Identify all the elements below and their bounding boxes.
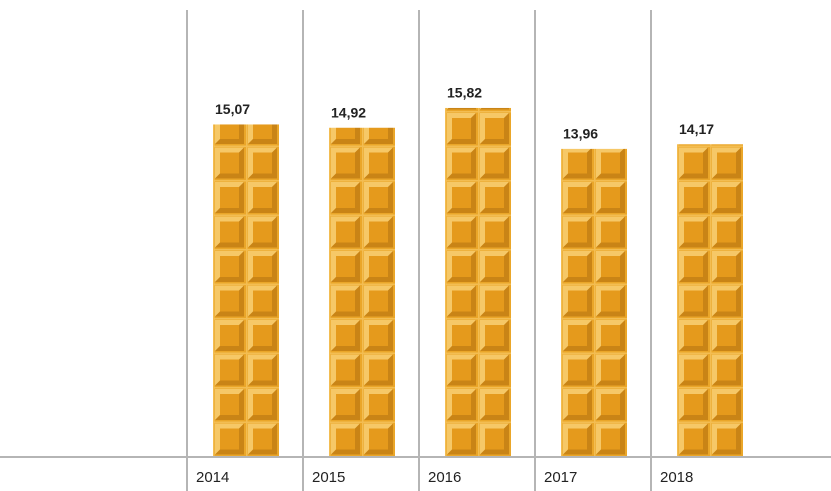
bar bbox=[213, 124, 279, 457]
x-tick-label: 2016 bbox=[428, 469, 461, 486]
x-tick-label: 2017 bbox=[544, 469, 577, 486]
bar bbox=[561, 148, 627, 456]
bar bbox=[445, 107, 511, 457]
x-tick-label: 2014 bbox=[196, 469, 229, 486]
bar bbox=[677, 144, 743, 456]
value-label: 15,82 bbox=[447, 85, 482, 101]
bar bbox=[329, 127, 395, 456]
value-label: 14,92 bbox=[331, 104, 366, 120]
x-tick-label: 2018 bbox=[660, 469, 693, 486]
value-label: 14,17 bbox=[679, 121, 714, 137]
x-tick-label: 2015 bbox=[312, 469, 345, 486]
value-label: 13,96 bbox=[563, 126, 598, 142]
value-label: 15,07 bbox=[215, 101, 250, 117]
